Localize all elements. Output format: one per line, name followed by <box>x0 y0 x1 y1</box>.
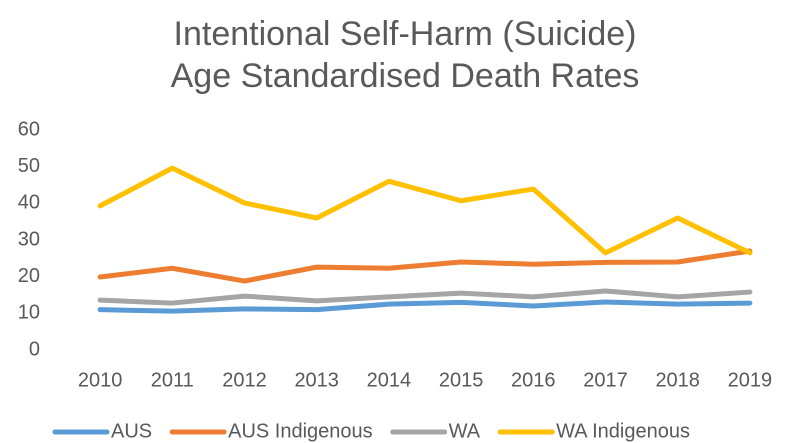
x-tick-label: 2011 <box>151 369 194 391</box>
x-tick-label: 2018 <box>655 369 700 391</box>
y-tick-label: 40 <box>18 192 40 214</box>
x-tick-label: 2013 <box>294 369 339 391</box>
x-tick-label: 2010 <box>78 369 123 391</box>
y-tick-label: 30 <box>18 228 40 250</box>
series-line <box>97 288 753 306</box>
x-tick-label: 2012 <box>222 369 267 391</box>
y-tick-label: 60 <box>18 118 40 140</box>
y-tick-label: 0 <box>29 338 40 360</box>
x-tick-label: 2019 <box>728 369 773 391</box>
y-tick-label: 50 <box>18 155 40 177</box>
series-line <box>97 248 753 284</box>
y-tick-label: 10 <box>18 302 40 324</box>
series-line <box>97 299 753 314</box>
legend-label: AUS Indigenous <box>228 420 373 442</box>
x-tick-label: 2015 <box>439 369 484 391</box>
x-tick-label: 2016 <box>511 369 556 391</box>
legend-label: AUS <box>111 420 152 442</box>
x-tick-label: 2014 <box>367 369 412 391</box>
legend-label: WA Indigenous <box>556 420 690 442</box>
x-tick-label: 2017 <box>583 369 628 391</box>
legend-label: WA <box>449 420 481 442</box>
chart-title: Age Standardised Death Rates <box>171 57 640 95</box>
chart-title: Intentional Self-Harm (Suicide) <box>174 15 637 53</box>
y-tick-label: 20 <box>18 265 40 287</box>
series-line <box>97 165 753 256</box>
